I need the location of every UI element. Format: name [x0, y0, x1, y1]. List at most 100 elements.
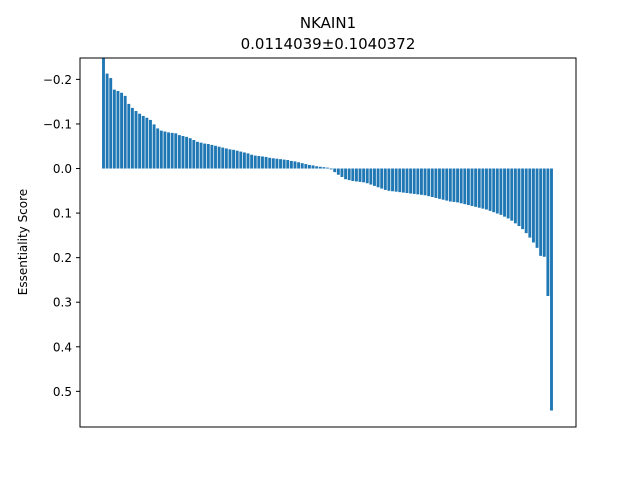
- bar: [156, 128, 160, 169]
- bar: [528, 168, 532, 238]
- bar: [120, 92, 124, 169]
- bar: [271, 158, 275, 169]
- y-tick-label: 0.4: [53, 340, 72, 354]
- bar: [419, 168, 423, 195]
- bar: [524, 168, 528, 234]
- bar: [492, 168, 496, 213]
- bar: [286, 160, 290, 169]
- bar: [250, 154, 254, 169]
- bar: [185, 136, 189, 169]
- bar: [358, 168, 362, 182]
- bar: [459, 168, 463, 204]
- bar: [307, 164, 311, 169]
- bar: [448, 168, 452, 202]
- bar: [340, 168, 344, 177]
- bar: [141, 115, 145, 169]
- bar: [167, 132, 170, 169]
- bar: [293, 161, 297, 169]
- bar: [412, 168, 416, 194]
- bar: [246, 153, 250, 169]
- y-tick-label: 0.0: [53, 162, 72, 176]
- bar: [506, 168, 510, 219]
- bar: [445, 168, 449, 201]
- y-tick-label: −0.1: [43, 117, 72, 131]
- bar: [365, 168, 369, 184]
- bar: [102, 58, 105, 169]
- bar: [550, 168, 553, 411]
- bar: [513, 168, 517, 224]
- bar: [362, 168, 366, 183]
- y-tick-label: 0.1: [53, 207, 72, 221]
- bar: [380, 168, 384, 189]
- bar: [351, 168, 355, 181]
- bar: [405, 168, 409, 194]
- bar: [116, 90, 120, 169]
- bar: [315, 166, 319, 169]
- bar: [485, 168, 488, 210]
- bar: [503, 168, 506, 217]
- y-axis-ticks: −0.2 −0.1 0.0 0.1 0.2 0.3 0.4 0.5: [43, 73, 80, 399]
- bar: [242, 152, 246, 169]
- bar: [521, 168, 525, 230]
- bar: [383, 168, 387, 190]
- bar: [192, 140, 196, 169]
- bar: [391, 168, 394, 192]
- bar: [416, 168, 420, 195]
- bar: [542, 168, 546, 257]
- bar: [105, 73, 109, 169]
- bar: [456, 168, 460, 203]
- bar: [228, 149, 232, 169]
- bar: [275, 158, 279, 169]
- bar: [369, 168, 373, 185]
- bar: [257, 156, 261, 169]
- bar: [517, 168, 521, 227]
- bar: [452, 168, 456, 202]
- bar: [477, 168, 481, 208]
- bar: [174, 133, 178, 169]
- bar: [214, 145, 217, 169]
- y-tick-label: 0.5: [53, 385, 72, 399]
- bar: [333, 168, 337, 173]
- bar: [253, 155, 257, 169]
- bar: [434, 168, 438, 198]
- bar: [268, 157, 272, 169]
- bar: [329, 168, 333, 170]
- bar: [159, 130, 163, 169]
- bar: [188, 138, 192, 169]
- bar: [466, 168, 470, 206]
- bar: [145, 117, 149, 169]
- bar: [109, 78, 113, 169]
- bar: [203, 143, 207, 169]
- bar: [264, 156, 268, 169]
- y-tick-label: 0.2: [53, 251, 72, 265]
- bar: [195, 141, 199, 169]
- chart-subtitle: 0.0114039±0.1040372: [241, 35, 416, 53]
- bar: [481, 168, 485, 209]
- bar: [463, 168, 467, 205]
- bar: [134, 111, 138, 169]
- plot-frame: [79, 57, 577, 428]
- bar: [539, 168, 543, 256]
- bar: [149, 119, 152, 169]
- bar: [394, 168, 398, 192]
- bar: [261, 156, 264, 169]
- bar: [279, 159, 282, 169]
- bar: [181, 135, 185, 169]
- bar: [232, 149, 236, 169]
- bar: [304, 164, 308, 169]
- bar: [336, 168, 340, 175]
- bar: [376, 168, 380, 188]
- bar: [289, 160, 293, 169]
- bar: [401, 168, 405, 193]
- bar: [474, 168, 478, 207]
- bar: [163, 131, 167, 169]
- bar: [282, 159, 286, 169]
- y-axis-label: Essentiality Score: [16, 189, 30, 295]
- bar: [531, 168, 535, 243]
- bar: [123, 95, 127, 169]
- bar: [387, 168, 391, 191]
- bar: [170, 132, 174, 169]
- bar: [177, 135, 181, 169]
